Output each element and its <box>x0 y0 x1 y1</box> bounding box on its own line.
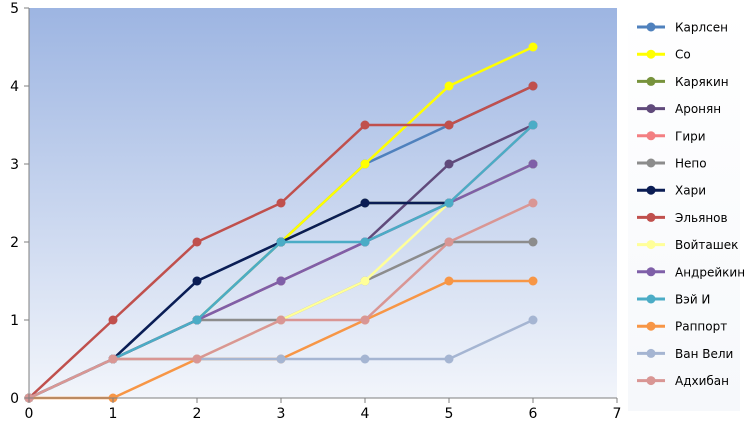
legend-swatch-marker <box>646 240 656 250</box>
data-point <box>360 120 370 130</box>
x-tick-label: 0 <box>25 406 34 422</box>
data-point <box>444 237 454 247</box>
legend-swatch-marker <box>646 104 656 114</box>
x-tick-label: 2 <box>193 406 202 422</box>
legend-label: Андрейкин <box>675 265 745 279</box>
legend-item: Хари <box>637 184 706 198</box>
legend-label: Хари <box>675 184 706 198</box>
series-13 <box>24 198 538 403</box>
data-point <box>360 237 370 247</box>
data-point <box>528 315 538 325</box>
x-tick-label: 5 <box>445 406 454 422</box>
legend-item: Карякин <box>637 75 729 89</box>
legend-label: Адхибан <box>675 374 729 388</box>
legend-label: Эльянов <box>675 211 728 225</box>
x-tick-label: 3 <box>277 406 286 422</box>
data-point <box>276 198 286 208</box>
legend-item: Карлсен <box>637 21 728 35</box>
y-tick-label: 3 <box>10 157 19 173</box>
legend-label: Карякин <box>675 75 729 89</box>
legend-item: Вэй И <box>637 293 710 307</box>
data-point <box>360 198 370 208</box>
legend-item: Войташек <box>637 238 738 252</box>
legend-label: Войташек <box>675 238 738 252</box>
legend-swatch-marker <box>646 321 656 331</box>
legend-item: Андрейкин <box>637 265 745 279</box>
legend-label: Гири <box>675 129 706 143</box>
legend-swatch-marker <box>646 294 656 304</box>
legend-box <box>628 8 740 411</box>
legend-swatch-marker <box>646 76 656 86</box>
legend-item: Гири <box>637 129 706 143</box>
legend-swatch-marker <box>646 212 656 222</box>
legend-swatch-marker <box>646 131 656 141</box>
legend-label: Вэй И <box>675 293 710 307</box>
y-axis-ticks: 0 1 2 3 4 5 <box>10 1 29 407</box>
legend-item: Раппорт <box>637 320 727 334</box>
data-point <box>444 198 454 208</box>
data-point <box>360 276 370 286</box>
legend-swatch-marker <box>646 49 656 59</box>
data-point <box>192 315 202 325</box>
x-axis-ticks: 0 1 2 3 4 5 6 7 <box>25 398 622 422</box>
legend-swatch-marker <box>646 22 656 32</box>
data-point <box>444 120 454 130</box>
legend-label: Со <box>675 48 691 62</box>
data-point <box>528 42 538 52</box>
data-point <box>528 198 538 208</box>
y-tick-label: 4 <box>10 79 19 95</box>
data-point <box>276 276 286 286</box>
legend: Карлсен Со Карякин Аронян Гири Непо Хари Эльяно… <box>628 8 745 411</box>
data-point <box>444 81 454 91</box>
data-point <box>528 159 538 169</box>
legend-swatch-marker <box>646 348 656 358</box>
data-point <box>528 237 538 247</box>
data-point <box>444 354 454 364</box>
data-point <box>528 276 538 286</box>
x-tick-label: 1 <box>109 406 118 422</box>
data-point <box>192 354 202 364</box>
x-tick-label: 4 <box>361 406 370 422</box>
legend-label: Ван Вели <box>675 347 733 361</box>
data-point <box>528 120 538 130</box>
legend-label: Аронян <box>675 102 721 116</box>
data-point <box>360 315 370 325</box>
legend-item: Со <box>637 48 691 62</box>
x-tick-label: 6 <box>529 406 538 422</box>
legend-label: Раппорт <box>675 320 727 334</box>
data-point <box>444 159 454 169</box>
axes <box>28 8 617 399</box>
data-point <box>360 159 370 169</box>
legend-swatch-marker <box>646 158 656 168</box>
legend-item: Адхибан <box>637 374 729 388</box>
legend-item: Аронян <box>637 102 721 116</box>
data-point <box>444 276 454 286</box>
y-tick-label: 0 <box>10 391 19 407</box>
y-tick-label: 5 <box>10 1 19 17</box>
legend-swatch-marker <box>646 185 656 195</box>
legend-item: Непо <box>637 157 707 171</box>
data-point <box>108 354 118 364</box>
legend-item: Эльянов <box>637 211 728 225</box>
data-point <box>192 237 202 247</box>
legend-item: Ван Вели <box>637 347 733 361</box>
y-tick-label: 2 <box>10 235 19 251</box>
series-lines <box>24 42 538 403</box>
data-point <box>192 276 202 286</box>
x-tick-label: 7 <box>613 406 622 422</box>
data-point <box>276 315 286 325</box>
data-point <box>360 354 370 364</box>
legend-label: Непо <box>675 157 707 171</box>
legend-label: Карлсен <box>675 21 728 35</box>
legend-swatch-marker <box>646 376 656 386</box>
data-point <box>276 354 286 364</box>
data-point <box>528 81 538 91</box>
y-tick-label: 1 <box>10 313 19 329</box>
data-point <box>108 315 118 325</box>
legend-swatch-marker <box>646 267 656 277</box>
data-point <box>276 237 286 247</box>
